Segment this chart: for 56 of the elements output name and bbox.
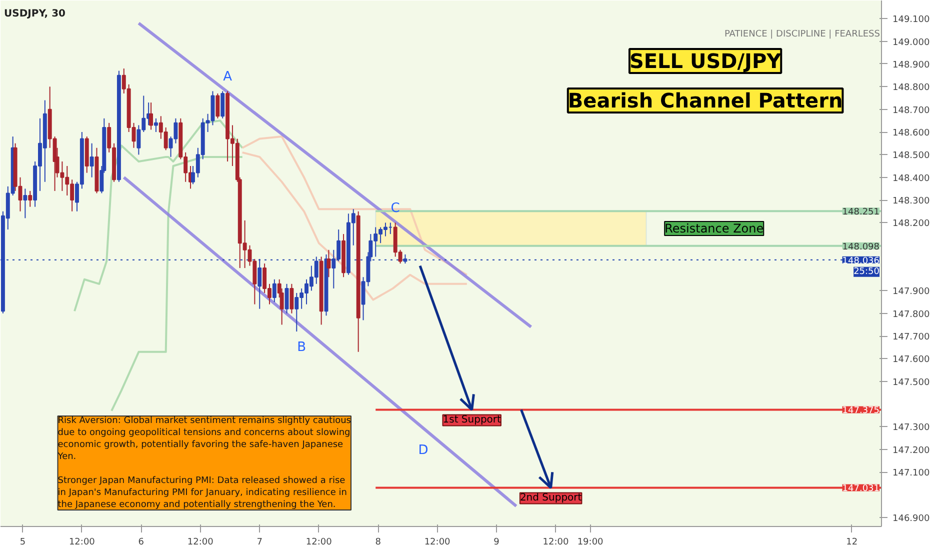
ref-line-label: 147.375 [842, 406, 880, 416]
y-tick-label: 146.900 [892, 514, 930, 524]
annotation: D [418, 442, 428, 458]
x-tick-label: 12:00 [187, 538, 214, 548]
y-tick-label: 148.900 [892, 60, 930, 70]
y-tick-label: 148.500 [892, 151, 930, 162]
annotation: A [223, 70, 232, 85]
annotation: USDJPY, 30 [4, 8, 66, 20]
y-tick-label: 147.100 [892, 468, 930, 479]
y-tick-label: 147.900 [892, 287, 930, 298]
y-tick-label: 148.800 [892, 83, 930, 94]
candlestick [284, 283, 289, 314]
y-tick-label: 149.000 [892, 38, 930, 48]
ref-line-label: 147.031 [842, 484, 880, 494]
y-tick-label: 147.800 [892, 310, 930, 320]
annotation: B [297, 340, 306, 356]
y-tick-label: 147.200 [892, 446, 930, 456]
y-tick-label: 147.300 [892, 423, 930, 434]
y-tick-label: 148.700 [892, 106, 930, 116]
candlestick [272, 278, 276, 303]
y-tick-label: 147.500 [892, 378, 930, 388]
candlestick [290, 283, 294, 314]
ref-line-label: 148.098 [842, 242, 880, 252]
ref-line-label: 148.251 [842, 208, 880, 218]
x-tick-label: 5 [20, 538, 26, 548]
y-tick-label: 148.300 [892, 196, 930, 207]
y-tick-label: 147.600 [892, 355, 930, 366]
x-tick-label: 12:00 [424, 538, 451, 548]
x-tick-label: 6 [138, 538, 144, 548]
x-tick-label: 7 [256, 538, 262, 548]
x-tick-label: 12 [846, 538, 858, 548]
x-tick-label: 12:00 [68, 538, 96, 548]
annotation: PATIENCE | DISCIPLINE | FEARLESS [724, 29, 880, 40]
annotation: 2nd Support [520, 492, 582, 504]
candlestick [154, 118, 158, 132]
candlestick [23, 188, 28, 219]
annotation: 1st Support [442, 414, 502, 426]
x-tick-label: 12:00 [306, 538, 332, 548]
y-tick-label: 148.600 [892, 128, 930, 138]
candlestick [216, 92, 220, 119]
annotation: C [390, 201, 400, 216]
annotation: 25:50 [854, 266, 880, 277]
x-tick-label: 19:00 [577, 538, 604, 548]
band-label: Resistance Zone [664, 221, 764, 236]
x-tick-label: 8 [375, 538, 382, 548]
x-tick-label: 9 [494, 538, 500, 548]
candlestick [28, 190, 32, 208]
y-tick-label: 149.100 [892, 15, 930, 26]
candlestick [220, 90, 225, 119]
y-tick-label: 147.700 [892, 332, 930, 343]
x-tick-label: 12:00 [542, 538, 569, 548]
candlestick [90, 142, 94, 178]
text: Bearish Channel Pattern [568, 88, 843, 112]
y-tick-label: 148.400 [892, 174, 930, 184]
y-tick-label: 148.200 [892, 219, 930, 230]
candlestick [326, 249, 331, 278]
